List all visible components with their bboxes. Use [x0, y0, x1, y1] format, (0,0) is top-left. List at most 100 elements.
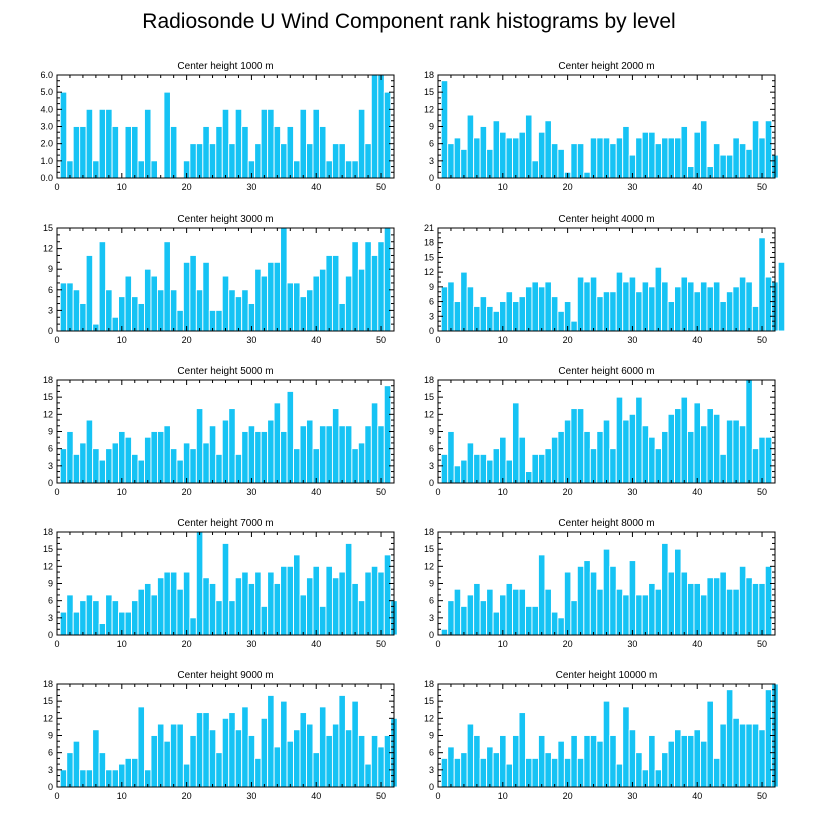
y-tick-label: 18: [43, 375, 53, 385]
histogram-bar: [538, 131, 546, 179]
histogram-bar: [118, 431, 126, 484]
x-tick-label: 30: [627, 791, 637, 801]
x-tick-label: 0: [54, 487, 59, 497]
histogram-bar: [267, 108, 275, 179]
histogram-bar: [383, 385, 392, 484]
histogram-bar: [525, 605, 533, 636]
y-tick-label: 15: [424, 696, 434, 706]
histogram-bar: [286, 565, 295, 636]
histogram-bar: [273, 746, 282, 788]
histogram-bar: [182, 261, 191, 332]
histogram-bar: [137, 459, 145, 484]
histogram-bar: [531, 160, 539, 179]
histogram-bar: [241, 571, 249, 636]
y-tick-label: 3: [48, 765, 53, 775]
y-tick-label: 4.0: [40, 104, 53, 114]
histogram-bar: [267, 419, 275, 484]
y-tick-label: 0: [48, 326, 53, 336]
histogram-bar: [550, 296, 559, 332]
histogram-bar: [538, 286, 546, 332]
histogram-bar: [589, 137, 598, 179]
histogram-bar: [661, 542, 669, 636]
histogram-panel-1: Center height 1000 m 0 10 20 30 40 50 0.0 1.0 2.0…: [40, 61, 395, 192]
histogram-bar: [377, 571, 385, 636]
x-tick-label: 20: [563, 487, 573, 497]
histogram-bar: [596, 431, 604, 484]
histogram-bar: [325, 735, 333, 788]
histogram-bar: [312, 275, 320, 332]
histogram-bar: [293, 160, 301, 179]
histogram-bar: [706, 408, 714, 484]
histogram-bar: [286, 126, 295, 179]
histogram-bar: [357, 268, 366, 332]
histogram-bar: [738, 276, 747, 332]
histogram-bar: [189, 448, 197, 484]
histogram-bar: [674, 286, 682, 332]
histogram-bar: [377, 241, 385, 332]
histogram-bar: [319, 268, 327, 332]
histogram-bar: [383, 554, 392, 636]
histogram-bar: [195, 408, 204, 484]
histogram-bar: [370, 735, 379, 788]
histogram-bar: [370, 402, 379, 484]
histogram-bar: [72, 289, 81, 332]
y-tick-label: 0: [429, 173, 434, 183]
x-tick-label: 30: [246, 335, 256, 345]
histogram-bar: [105, 108, 113, 179]
y-tick-label: 0: [429, 478, 434, 488]
histogram-bar: [331, 577, 340, 636]
histogram-bar: [550, 143, 559, 179]
histogram-bar: [364, 425, 372, 484]
y-tick-label: 18: [43, 679, 53, 689]
histogram-bar: [583, 281, 591, 332]
histogram-bar: [725, 291, 734, 332]
histogram-bar: [72, 611, 81, 636]
histogram-bar: [641, 131, 650, 179]
histogram-bar: [531, 757, 539, 788]
x-tick-label: 40: [692, 639, 702, 649]
histogram-bar: [254, 571, 262, 636]
histogram-bar: [583, 171, 591, 179]
histogram-bar: [163, 241, 171, 332]
histogram-bar: [745, 379, 753, 484]
histogram-bar: [221, 419, 230, 484]
histogram-bar: [479, 600, 488, 636]
histogram-bar: [687, 735, 695, 788]
histogram-bar: [544, 752, 552, 788]
x-tick-label: 20: [182, 487, 192, 497]
histogram-bar: [79, 303, 87, 332]
histogram-bar: [479, 757, 488, 788]
histogram-bar: [486, 306, 494, 332]
histogram-bar: [306, 723, 314, 788]
x-tick-label: 0: [54, 182, 59, 192]
histogram-bar: [111, 316, 120, 332]
x-tick-label: 50: [757, 182, 767, 192]
y-tick-label: 3: [48, 305, 53, 315]
histogram-bar: [98, 623, 107, 636]
histogram-bar: [460, 605, 468, 636]
histogram-bar: [85, 108, 94, 179]
histogram-bar: [221, 108, 230, 179]
histogram-bar: [331, 255, 340, 332]
histogram-bar: [72, 453, 81, 484]
histogram-bar: [234, 108, 243, 179]
histogram-bar: [228, 600, 236, 636]
histogram-bar: [486, 588, 494, 636]
histogram-bar: [215, 600, 223, 636]
histogram-bar: [589, 571, 598, 636]
histogram-bar: [505, 459, 513, 484]
histogram-bar: [370, 255, 379, 332]
histogram-bar: [144, 583, 152, 636]
histogram-bar: [563, 571, 572, 636]
histogram-bar: [247, 583, 256, 636]
histogram-bar: [473, 735, 481, 788]
histogram-bar: [712, 413, 721, 484]
histogram-bar: [518, 436, 526, 484]
histogram-bar: [589, 735, 598, 788]
histogram-bar: [293, 282, 301, 332]
histogram-bar: [576, 408, 585, 484]
histogram-bar: [525, 286, 533, 332]
histogram-bar: [602, 419, 611, 484]
histogram-bar: [331, 143, 340, 179]
